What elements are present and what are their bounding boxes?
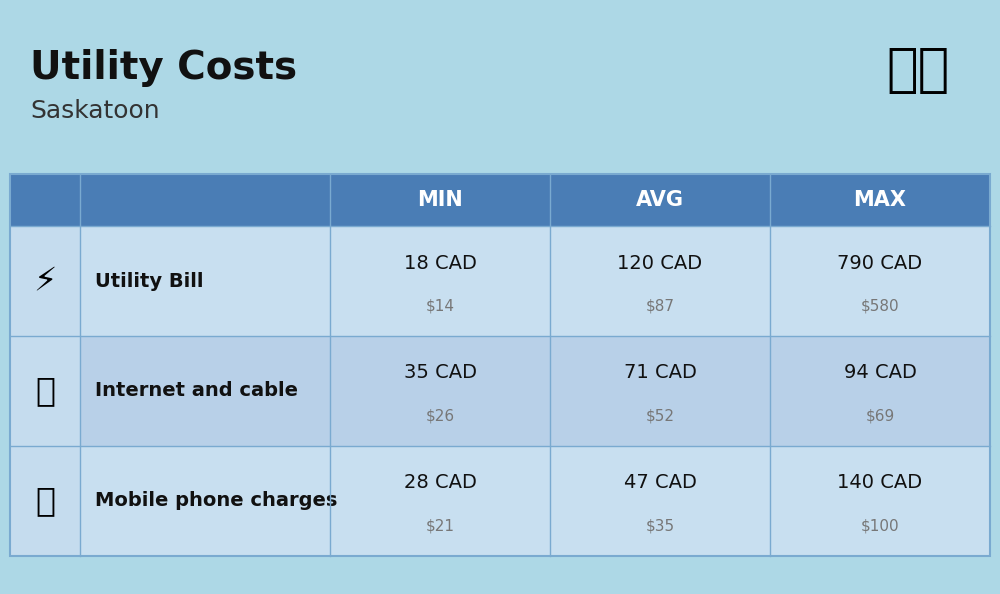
- Text: 71 CAD: 71 CAD: [624, 364, 696, 383]
- Text: 35 CAD: 35 CAD: [404, 364, 477, 383]
- FancyBboxPatch shape: [10, 174, 80, 226]
- Text: $69: $69: [865, 409, 895, 424]
- Text: $52: $52: [646, 409, 674, 424]
- Text: $14: $14: [426, 299, 455, 314]
- Text: MAX: MAX: [854, 190, 907, 210]
- Text: $26: $26: [425, 409, 455, 424]
- Text: Internet and cable: Internet and cable: [95, 381, 298, 400]
- Text: 790 CAD: 790 CAD: [837, 254, 923, 273]
- Text: $87: $87: [646, 299, 674, 314]
- Text: Mobile phone charges: Mobile phone charges: [95, 491, 337, 510]
- Text: $580: $580: [861, 299, 899, 314]
- Text: 47 CAD: 47 CAD: [624, 473, 696, 492]
- FancyBboxPatch shape: [10, 446, 990, 556]
- Text: 120 CAD: 120 CAD: [617, 254, 703, 273]
- FancyBboxPatch shape: [10, 226, 990, 336]
- FancyBboxPatch shape: [10, 174, 990, 226]
- Text: Saskatoon: Saskatoon: [30, 99, 160, 123]
- Text: 🇨🇦: 🇨🇦: [887, 44, 950, 96]
- Text: $35: $35: [645, 519, 675, 533]
- FancyBboxPatch shape: [10, 336, 80, 446]
- Text: 94 CAD: 94 CAD: [844, 364, 916, 383]
- FancyBboxPatch shape: [80, 174, 330, 226]
- Text: ⚡: ⚡: [33, 264, 57, 298]
- Text: 140 CAD: 140 CAD: [837, 473, 923, 492]
- Text: 28 CAD: 28 CAD: [404, 473, 476, 492]
- FancyBboxPatch shape: [10, 336, 990, 446]
- Text: AVG: AVG: [636, 190, 684, 210]
- Text: Utility Costs: Utility Costs: [30, 49, 297, 87]
- Text: 📶: 📶: [35, 374, 55, 407]
- FancyBboxPatch shape: [10, 226, 80, 336]
- Text: $21: $21: [426, 519, 455, 533]
- Text: Utility Bill: Utility Bill: [95, 271, 204, 290]
- FancyBboxPatch shape: [10, 446, 80, 556]
- Text: 📱: 📱: [35, 485, 55, 517]
- Text: 18 CAD: 18 CAD: [404, 254, 476, 273]
- Text: MIN: MIN: [417, 190, 463, 210]
- Text: $100: $100: [861, 519, 899, 533]
